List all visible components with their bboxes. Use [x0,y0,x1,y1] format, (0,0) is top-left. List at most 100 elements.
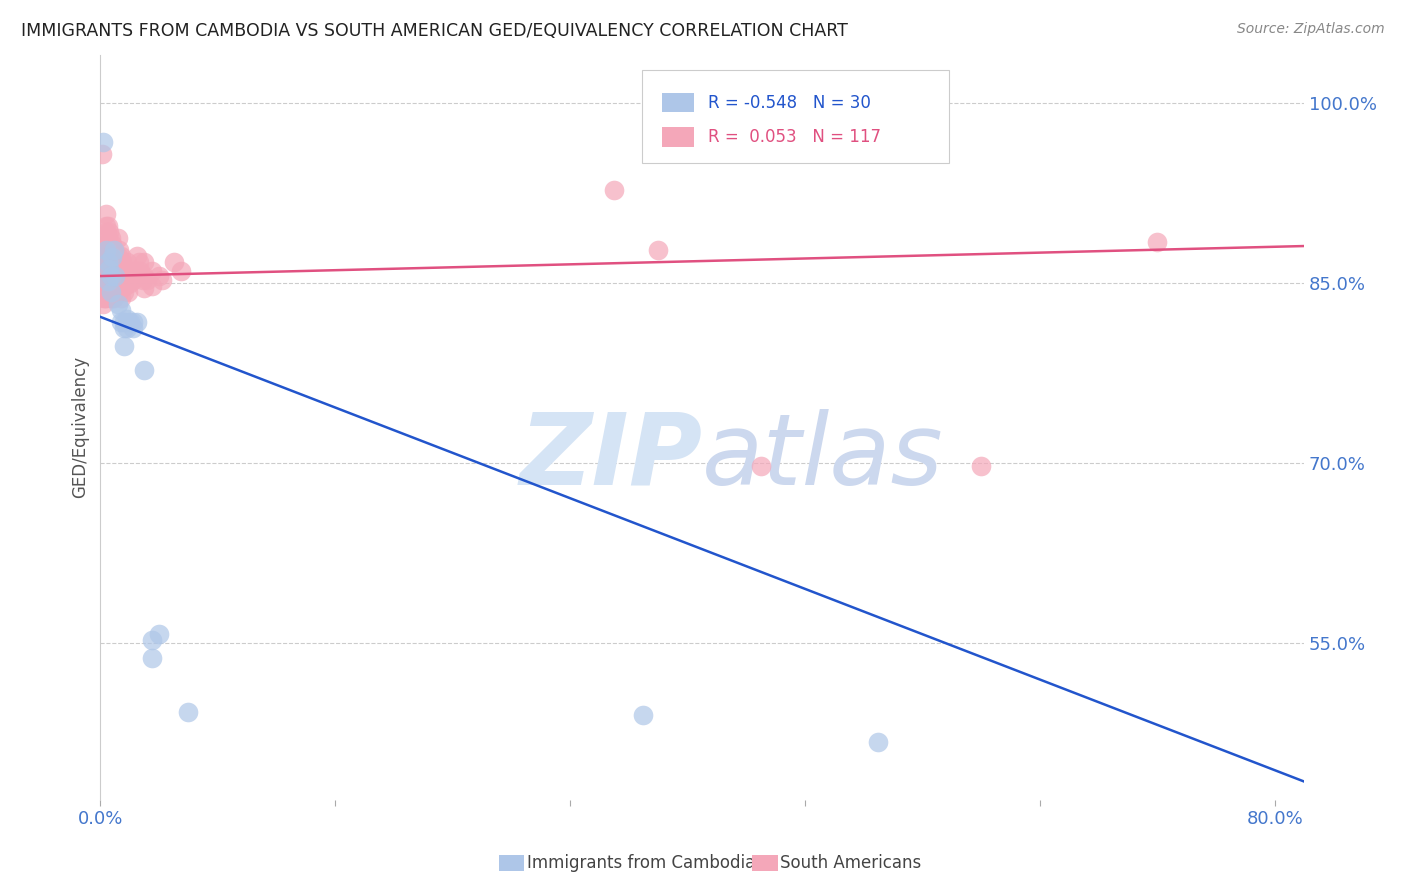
Point [141,651,163,665]
Point [94,278,117,293]
Point [170,264,193,278]
Point [104,268,127,283]
Point [98,278,121,293]
Point [90,243,112,257]
Point [94,254,117,268]
Point [97,249,120,263]
Point [115,254,138,268]
Text: South Americans: South Americans [780,855,921,872]
Point [100,285,122,299]
Point [96,273,118,287]
Point [100,254,122,268]
Point [103,267,125,281]
Point [96,206,118,220]
Point [647,243,669,257]
Point [90,146,112,161]
Point [96,236,118,251]
Point [110,249,132,263]
Point [105,254,128,268]
Point [97,273,120,287]
Point [112,260,135,275]
Point [91,278,114,293]
Point [111,268,134,283]
Point [141,278,163,293]
Point [603,183,626,197]
Point [96,249,118,263]
Point [114,264,136,278]
Point [101,291,124,305]
Point [90,252,112,267]
Point [91,281,114,295]
Point [98,225,121,239]
Point [112,339,135,353]
Point [108,254,131,268]
Point [91,254,114,268]
Point [97,274,120,288]
Point [105,264,128,278]
Point [104,249,127,263]
Point [90,268,112,283]
Point [104,268,127,283]
Text: atlas: atlas [702,409,943,506]
Point [103,243,125,257]
Point [129,264,152,278]
Point [141,632,163,647]
Text: Immigrants from Cambodia: Immigrants from Cambodia [527,855,755,872]
Point [96,278,118,293]
Point [110,315,132,329]
Point [134,254,156,268]
Point [117,273,139,287]
Point [120,268,142,283]
Point [98,236,121,251]
Point [115,268,138,283]
Point [96,225,118,239]
Point [134,362,156,376]
Point [112,273,135,287]
Point [103,254,125,268]
Point [110,278,132,293]
Point [125,315,148,329]
Point [111,254,134,268]
Point [115,320,138,334]
Point [125,264,148,278]
Point [110,264,132,278]
Point [121,315,143,329]
Point [100,260,122,275]
Point [107,296,129,310]
Text: Source: ZipAtlas.com: Source: ZipAtlas.com [1237,22,1385,37]
Point [118,315,141,329]
Point [97,243,120,257]
Point [108,285,131,299]
Point [108,243,131,257]
Point [141,264,163,278]
Point [117,285,139,299]
Point [150,273,173,287]
Point [91,291,114,305]
Point [104,260,127,275]
Point [91,135,114,149]
Point [100,243,122,257]
Point [101,267,124,281]
Point [104,278,127,293]
Point [107,249,129,263]
Point [177,705,200,719]
Point [118,277,141,291]
Point [970,458,993,473]
Point [749,458,772,473]
Point [94,291,117,305]
Point [148,268,170,283]
Point [1146,235,1168,250]
Point [124,268,146,283]
Y-axis label: GED/Equivalency: GED/Equivalency [72,356,89,499]
Point [94,273,117,287]
Point [118,264,141,278]
Text: ZIP: ZIP [519,409,702,506]
Point [107,267,129,281]
Point [104,288,127,302]
Point [101,278,124,293]
Point [96,219,118,233]
Text: R = -0.548   N = 30: R = -0.548 N = 30 [709,94,872,112]
Point [101,249,124,263]
Point [128,254,150,268]
Point [96,243,118,257]
